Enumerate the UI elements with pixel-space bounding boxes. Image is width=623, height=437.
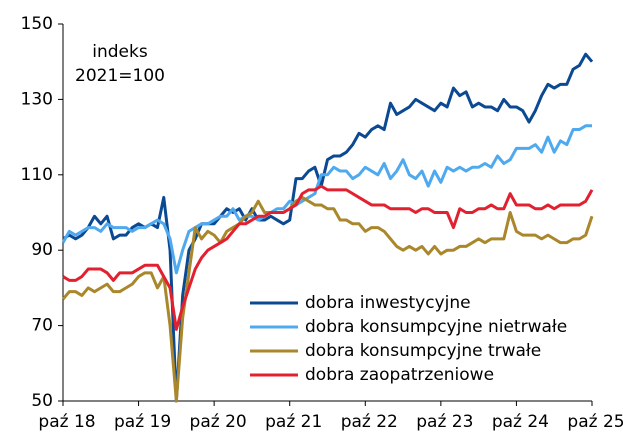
y-tick-label: 110	[21, 165, 53, 185]
legend-label: dobra zaopatrzeniowe	[305, 365, 494, 385]
y-tick-label: 150	[21, 14, 53, 34]
y-tick-label: 50	[31, 391, 53, 411]
legend-label: dobra konsumpcyjne trwałe	[305, 341, 541, 361]
annotation: indeks	[92, 42, 148, 62]
series-line	[61, 195, 594, 403]
x-tick-label: paź 25	[567, 412, 623, 432]
x-tick-label: paź 22	[341, 412, 398, 432]
legend-label: dobra inwestycyjne	[305, 293, 471, 313]
x-tick-label: paź 23	[416, 412, 473, 432]
annotation: 2021=100	[75, 66, 165, 86]
x-tick-label: paź 21	[265, 412, 322, 432]
y-tick-label: 70	[31, 316, 53, 336]
y-tick-label: 130	[21, 89, 53, 109]
y-tick-label: 90	[31, 240, 53, 260]
x-tick-label: paź 20	[190, 412, 247, 432]
series-line	[62, 184, 594, 331]
x-tick-label: paź 24	[492, 412, 549, 432]
series-line	[61, 124, 592, 275]
x-tick-label: paź 18	[38, 412, 95, 432]
legend-label: dobra konsumpcyjne nietrwałe	[305, 317, 567, 337]
x-tick-label: paź 19	[114, 412, 171, 432]
